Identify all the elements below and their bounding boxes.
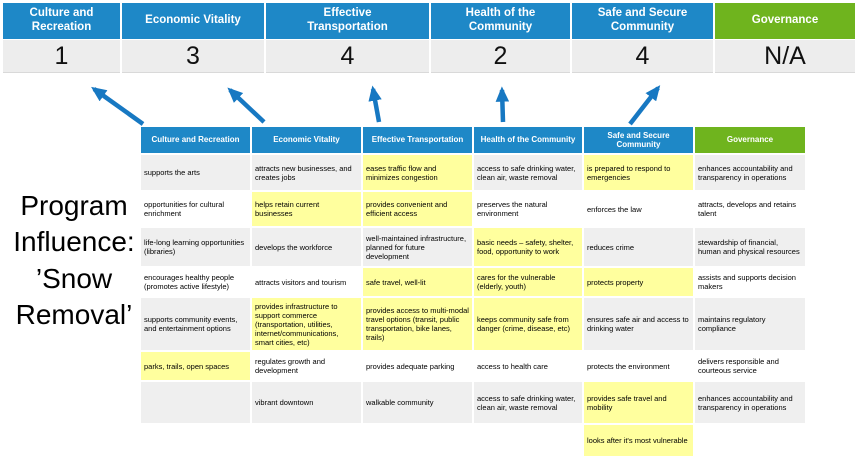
score-effective-transportation: 4 (266, 40, 429, 73)
score-culture-recreation: 1 (3, 40, 120, 73)
matrix-cell-r5-c4: keeps community safe from danger (crime,… (474, 298, 584, 352)
arrow-economic-vitality-icon (227, 87, 266, 124)
banner-column-health-community: Health of the Community 2 (431, 3, 570, 74)
matrix-cell-r8-c5: looks after it's most vulnerable (584, 425, 695, 458)
banner-header-safe-secure: Safe and Secure Community (572, 3, 713, 39)
matrix-cell-r5-c5: ensures safe air and access to drinking … (584, 298, 695, 352)
matrix-header-c2: Economic Vitality (252, 127, 363, 155)
matrix-cell-r4-c1: encourages healthy people (promotes acti… (141, 268, 252, 298)
matrix-cell-r6-c2: regulates growth and development (252, 352, 363, 382)
matrix-cell-r4-c4: cares for the vulnerable (elderly, youth… (474, 268, 584, 298)
banner-column-culture-recreation: Culture and Recreation 1 (3, 3, 120, 74)
matrix-cell-r6-c4: access to health care (474, 352, 584, 382)
matrix-cell-r8-c3 (363, 425, 474, 458)
matrix-cell-r3-c3: well-maintained infrastructure, planned … (363, 228, 474, 268)
arrow-effective-transportation-icon (368, 85, 382, 123)
matrix-cell-r3-c4: basic needs – safety, shelter, food, opp… (474, 228, 584, 268)
score-safe-secure: 4 (572, 40, 713, 73)
matrix-cell-r7-c2: vibrant downtown (252, 382, 363, 425)
matrix-cell-r7-c3: walkable community (363, 382, 474, 425)
matrix-cell-r3-c5: reduces crime (584, 228, 695, 268)
matrix-cell-r1-c4: access to safe drinking water, clean air… (474, 155, 584, 192)
banner-column-governance: Governance N/A (715, 3, 855, 74)
matrix-cell-r6-c6: delivers responsible and courteous servi… (695, 352, 807, 382)
matrix-cell-r5-c3: provides access to multi-modal travel op… (363, 298, 474, 352)
matrix-cell-r4-c6: assists and supports decision makers (695, 268, 807, 298)
matrix-cell-r4-c2: attracts visitors and tourism (252, 268, 363, 298)
arrow-health-community-icon (495, 86, 510, 123)
banner-column-economic-vitality: Economic Vitality 3 (122, 3, 264, 74)
banner-header-governance: Governance (715, 3, 855, 39)
matrix-header-c5: Safe and Secure Community (584, 127, 695, 155)
matrix-cell-r7-c4: access to safe drinking water, clean air… (474, 382, 584, 425)
matrix-cell-r5-c2: provides infrastructure to support comme… (252, 298, 363, 352)
matrix-cell-r2-c4: preserves the natural environment (474, 192, 584, 228)
banner-header-economic-vitality: Economic Vitality (122, 3, 264, 39)
matrix-cell-r6-c5: protects the environment (584, 352, 695, 382)
arrow-safe-secure-icon (628, 85, 661, 126)
matrix-cell-r7-c5: provides safe travel and mobility (584, 382, 695, 425)
matrix-cell-r8-c1 (141, 425, 252, 458)
matrix-cell-r3-c2: develops the workforce (252, 228, 363, 268)
banner-header-health-community: Health of the Community (431, 3, 570, 39)
matrix-cell-r2-c6: attracts, develops and retains talent (695, 192, 807, 228)
criteria-matrix: Culture and Recreation Economic Vitality E… (141, 127, 807, 458)
matrix-cell-r5-c6: maintains regulatory compliance (695, 298, 807, 352)
matrix-cell-r7-c1 (141, 382, 252, 425)
matrix-cell-r1-c2: attracts new businesses, and creates job… (252, 155, 363, 192)
program-influence-title: Program Influence: ’Snow Removal’ (13, 190, 135, 331)
arrow-culture-recreation-icon (91, 86, 145, 126)
matrix-cell-r4-c3: safe travel, well-lit (363, 268, 474, 298)
matrix-cell-r5-c1: supports community events, and entertain… (141, 298, 252, 352)
banner-header-effective-transportation: Effective Transportation (266, 3, 429, 39)
matrix-cell-r1-c6: enhances accountability and transparency… (695, 155, 807, 192)
matrix-cell-r2-c1: opportunities for cultural enrichment (141, 192, 252, 228)
score-governance: N/A (715, 40, 855, 73)
matrix-cell-r4-c5: protects property (584, 268, 695, 298)
banner-header-culture-recreation: Culture and Recreation (3, 3, 120, 39)
matrix-header-c3: Effective Transportation (363, 127, 474, 155)
matrix-cell-r7-c6: enhances accountability and transparency… (695, 382, 807, 425)
matrix-cell-r6-c1: parks, trails, open spaces (141, 352, 252, 382)
banner-column-effective-transportation: Effective Transportation 4 (266, 3, 429, 74)
matrix-cell-r2-c3: provides convenient and efficient access (363, 192, 474, 228)
matrix-cell-r3-c1: life-long learning opportunities (librar… (141, 228, 252, 268)
matrix-cell-r8-c6 (695, 425, 807, 458)
matrix-cell-r1-c1: supports the arts (141, 155, 252, 192)
matrix-cell-r3-c6: stewardship of financial, human and phys… (695, 228, 807, 268)
category-score-banner: Culture and Recreation 1 Economic Vitali… (3, 3, 855, 74)
matrix-cell-r8-c2 (252, 425, 363, 458)
matrix-cell-r6-c3: provides adequate parking (363, 352, 474, 382)
matrix-header-c6: Governance (695, 127, 807, 155)
matrix-cell-r2-c5: enforces the law (584, 192, 695, 228)
matrix-cell-r2-c2: helps retain current businesses (252, 192, 363, 228)
matrix-header-c1: Culture and Recreation (141, 127, 252, 155)
matrix-cell-r8-c4 (474, 425, 584, 458)
score-health-community: 2 (431, 40, 570, 73)
score-economic-vitality: 3 (122, 40, 264, 73)
matrix-header-c4: Health of the Community (474, 127, 584, 155)
banner-column-safe-secure: Safe and Secure Community 4 (572, 3, 713, 74)
matrix-cell-r1-c5: is prepared to respond to emergencies (584, 155, 695, 192)
influence-arrows (91, 85, 661, 126)
matrix-cell-r1-c3: eases traffic flow and minimizes congest… (363, 155, 474, 192)
